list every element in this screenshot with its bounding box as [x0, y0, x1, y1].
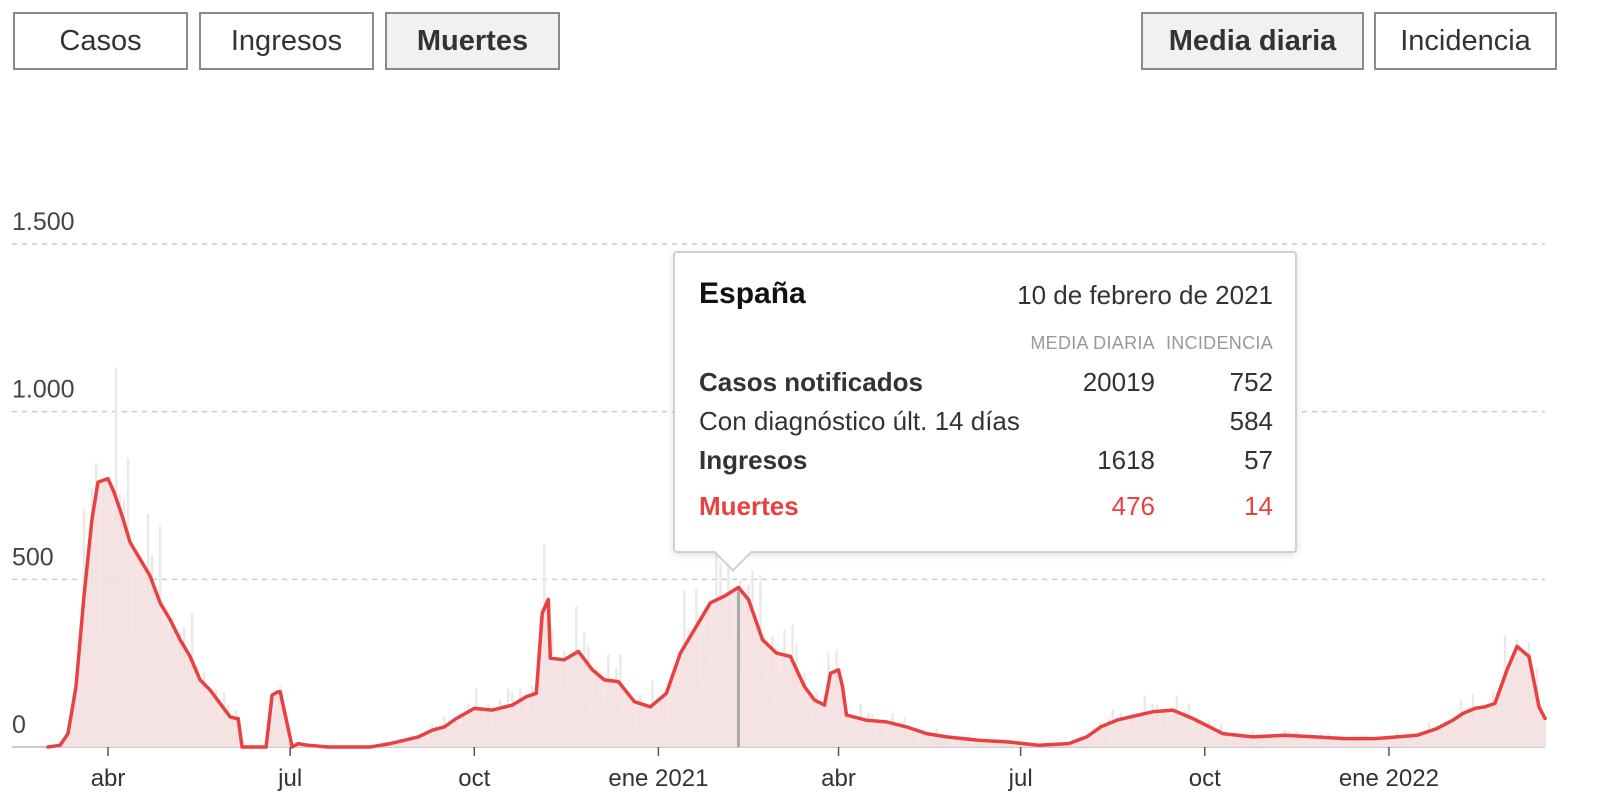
- series-area: [48, 478, 1545, 747]
- tooltip-row-deaths-daily: 476: [1111, 491, 1155, 521]
- tooltip-row-diag-incidence: 584: [1229, 406, 1273, 436]
- x-tick-label: oct: [1189, 765, 1221, 792]
- tooltip-row-cases-daily: 20019: [1082, 367, 1155, 397]
- x-tick-label: jul: [1008, 765, 1033, 792]
- tooltip-row-admissions-label: Ingresos: [699, 445, 808, 475]
- tooltip-row-diag-label: Con diagnóstico últ. 14 días: [699, 406, 1020, 436]
- x-tick-label: abr: [91, 765, 126, 792]
- series-line: [46, 476, 1547, 749]
- x-axis: abr jul oct ene 2021 abr jul oct ene 2022: [91, 747, 1439, 792]
- y-tick-label: 1.500: [12, 208, 75, 236]
- x-tick-label: jul: [277, 765, 302, 792]
- tab-muertes[interactable]: Muertes: [385, 12, 560, 70]
- tooltip-col-incidence: INCIDENCIA: [1165, 333, 1273, 353]
- tooltip-row-admissions-daily: 1618: [1097, 445, 1155, 475]
- tooltip-row-admissions-incidence: 57: [1244, 445, 1273, 475]
- tab-ingresos[interactable]: Ingresos: [199, 12, 374, 70]
- tooltip-row-cases-incidence: 752: [1229, 367, 1273, 397]
- y-axis: 0 500 1.000 1.500: [12, 208, 75, 739]
- series-area-fill: [48, 478, 1545, 747]
- tooltip-date: 10 de febrero de 2021: [1017, 280, 1273, 310]
- tooltip-row-deaths-label: Muertes: [699, 491, 799, 521]
- x-tick-label: abr: [821, 765, 856, 792]
- y-tick-label: 0: [12, 711, 26, 739]
- x-tick-label: ene 2021: [608, 765, 708, 792]
- tooltip-row-deaths-incidence: 14: [1244, 491, 1273, 521]
- series-line-path: [46, 476, 1547, 749]
- tab-incidencia[interactable]: Incidencia: [1374, 12, 1557, 70]
- tooltip: España 10 de febrero de 2021 MEDIA DIARI…: [673, 251, 1297, 572]
- tab-media-diaria[interactable]: Media diaria: [1141, 12, 1364, 70]
- tooltip-row-cases-label: Casos notificados: [699, 367, 923, 397]
- tooltip-region: España: [699, 277, 806, 310]
- tooltip-col-daily: MEDIA DIARIA: [1030, 333, 1155, 353]
- x-tick-label: ene 2022: [1339, 765, 1439, 792]
- tab-casos[interactable]: Casos: [13, 12, 188, 70]
- y-tick-label: 1.000: [12, 376, 75, 404]
- x-tick-label: oct: [458, 765, 490, 792]
- y-tick-label: 500: [12, 543, 54, 571]
